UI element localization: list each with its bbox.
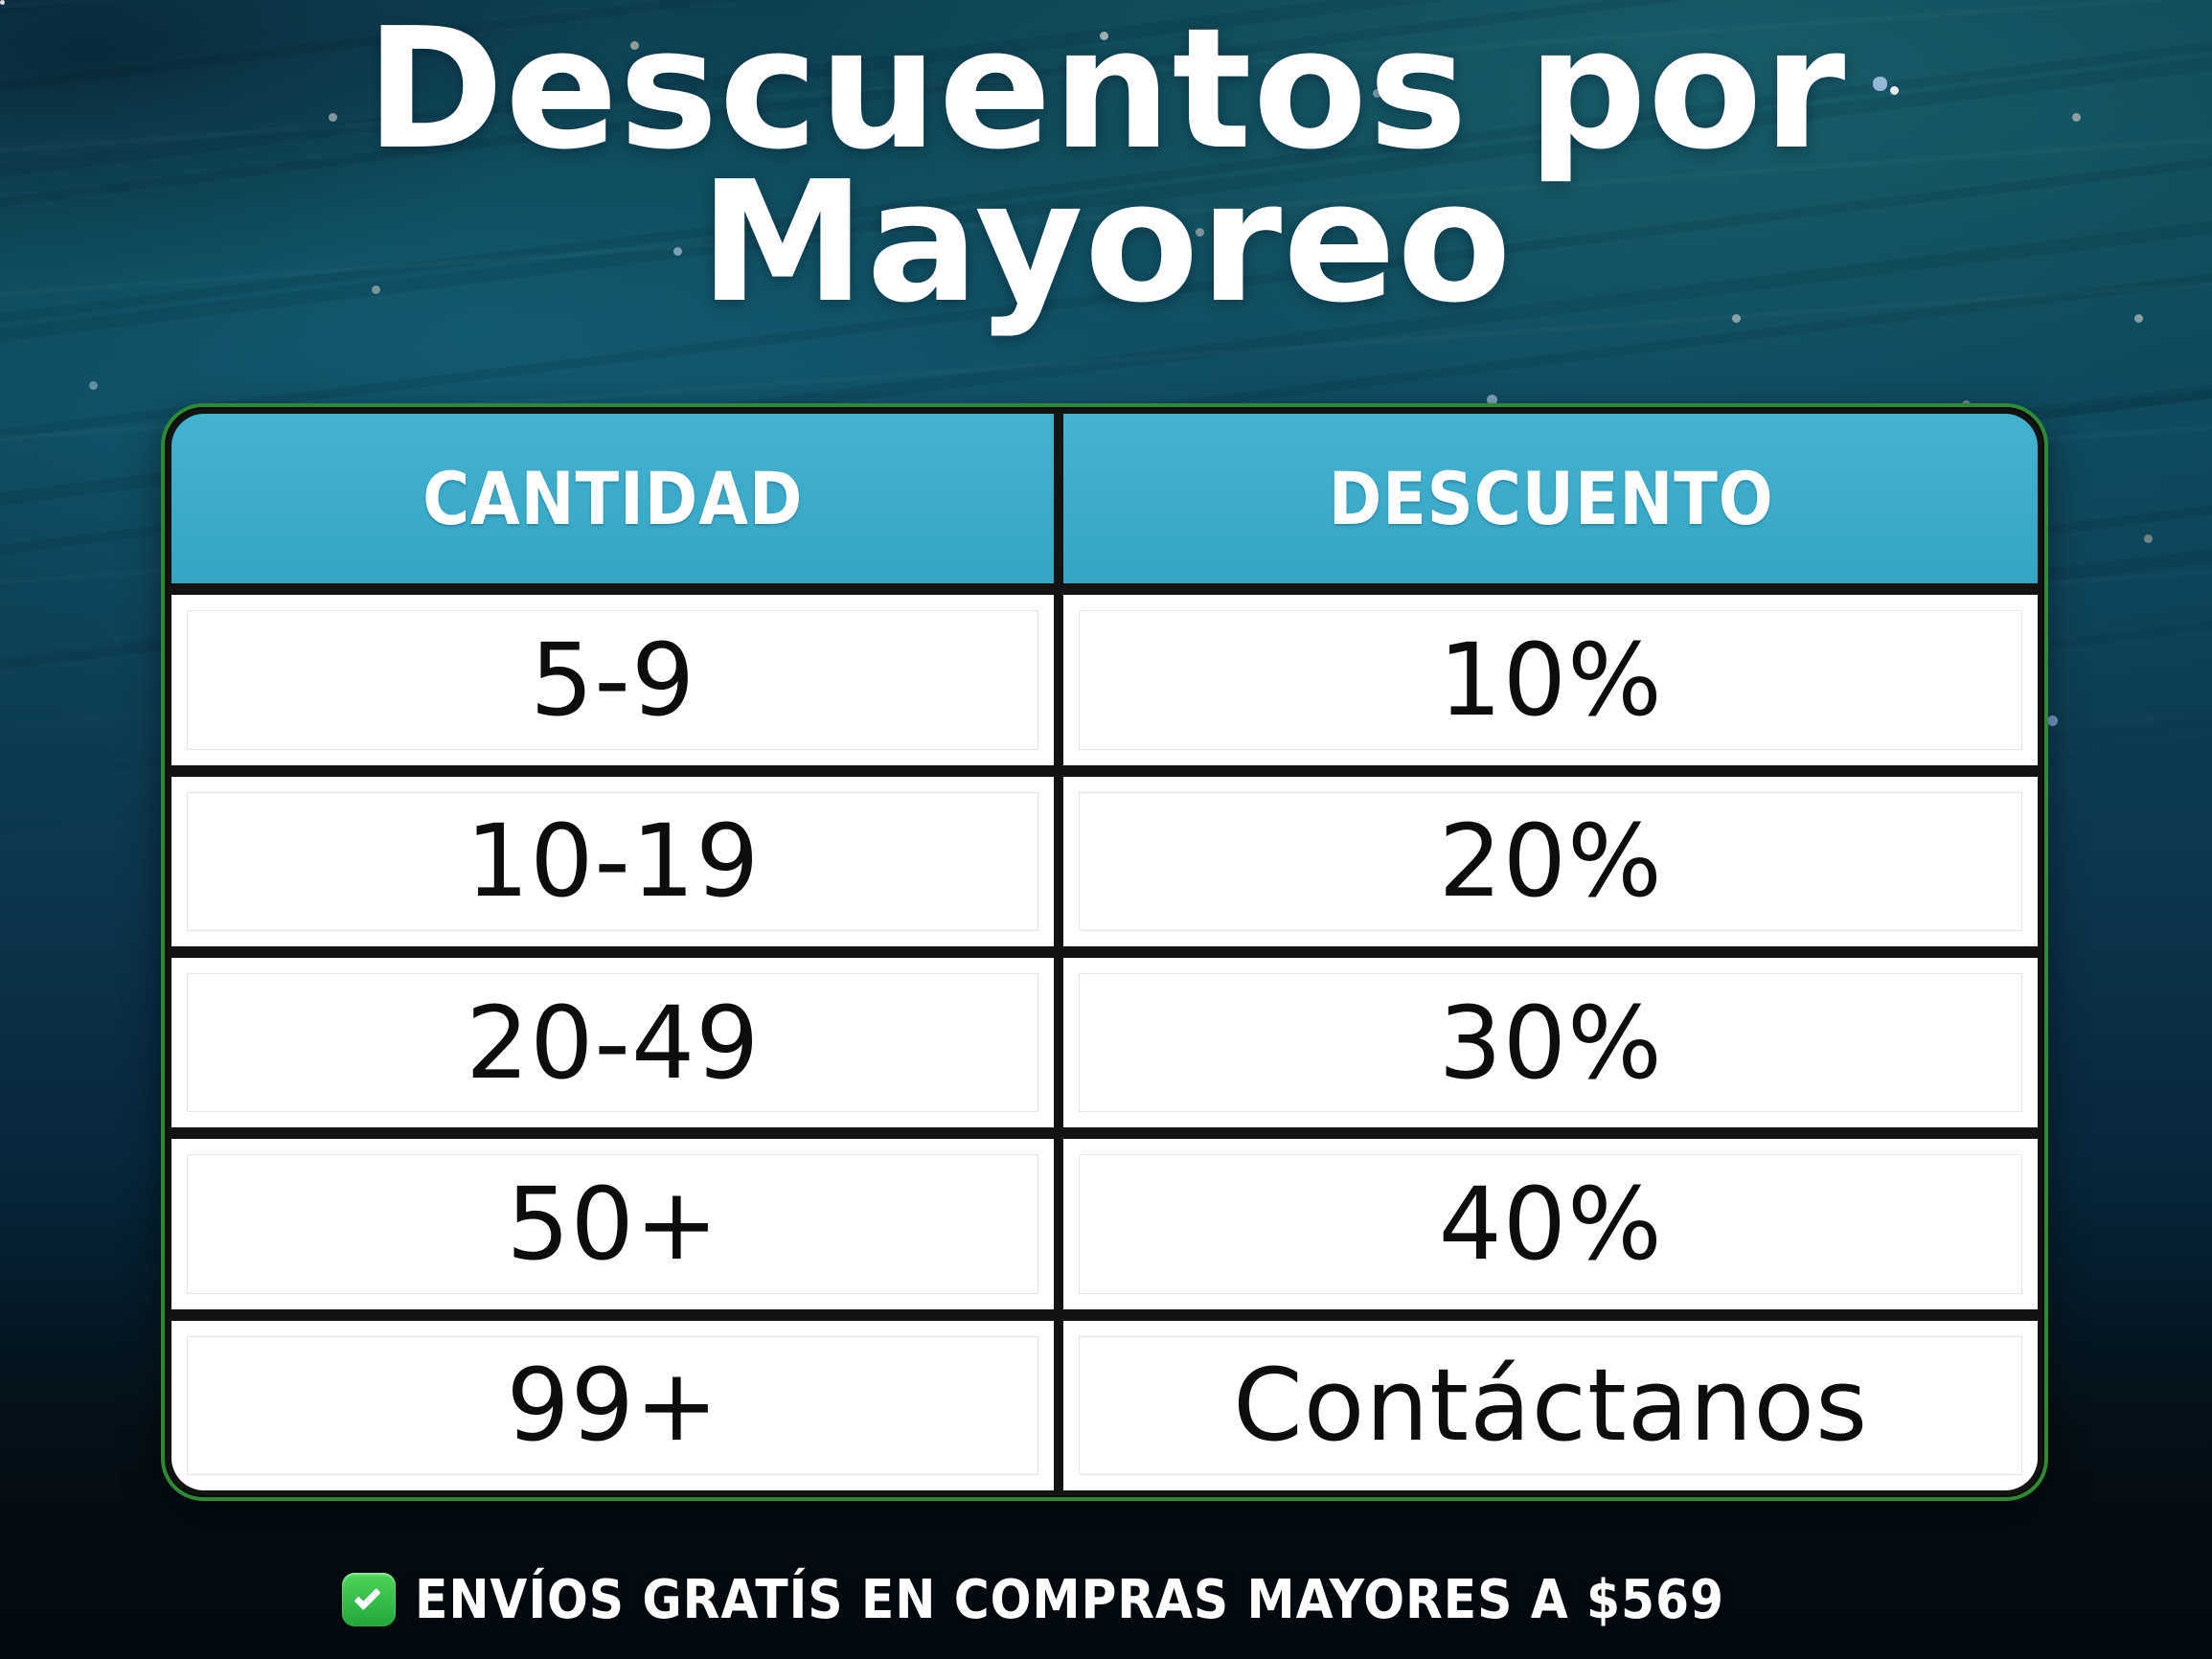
free-shipping-note: ENVÍOS GRATÍS EN COMPRAS MAYORES A $569	[0, 1559, 2212, 1640]
page-title-line2: Mayoreo	[699, 146, 1513, 341]
table-row: 99+ Contáctanos	[171, 1320, 2038, 1490]
underwater-sparkles	[0, 0, 5, 5]
cell-quantity: 20-49	[171, 957, 1055, 1128]
table-row: 20-49 30%	[171, 957, 2038, 1128]
discount-value: Contáctanos	[1233, 1347, 1869, 1465]
discount-value: 10%	[1438, 621, 1663, 739]
column-header-label: DESCUENTO	[1328, 456, 1774, 542]
page-title: Descuentos por Mayoreo	[0, 0, 2212, 341]
check-mark-glyph	[353, 1583, 381, 1611]
table-row: 50+ 40%	[171, 1139, 2038, 1309]
cell-quantity: 10-19	[171, 776, 1055, 946]
column-header-descuento: DESCUENTO	[1063, 414, 2038, 584]
column-header-cantidad: CANTIDAD	[171, 414, 1055, 584]
quantity-value: 50+	[506, 1165, 719, 1283]
quantity-value: 20-49	[466, 984, 761, 1102]
discount-table: CANTIDAD DESCUENTO 5-9 10% 10-19 20%	[161, 403, 2048, 1501]
cell-discount: 30%	[1063, 957, 2038, 1128]
discount-value: 20%	[1438, 803, 1663, 920]
cell-discount: 10%	[1063, 595, 2038, 765]
cell-quantity: 99+	[171, 1320, 1055, 1490]
quantity-value: 10-19	[466, 803, 761, 920]
cell-discount: 20%	[1063, 776, 2038, 946]
free-shipping-text: ENVÍOS GRATÍS EN COMPRAS MAYORES A $569	[415, 1568, 1725, 1631]
cell-quantity: 5-9	[171, 595, 1055, 765]
discount-value: 30%	[1438, 984, 1663, 1102]
table-row: 5-9 10%	[171, 595, 2038, 765]
check-icon	[342, 1573, 397, 1626]
quantity-value: 5-9	[530, 621, 696, 739]
cell-quantity: 50+	[171, 1139, 1055, 1309]
discount-value: 40%	[1438, 1165, 1663, 1283]
cell-discount: 40%	[1063, 1139, 2038, 1309]
page-title-line1: Descuentos por	[365, 0, 1847, 187]
table-header-row: CANTIDAD DESCUENTO	[171, 414, 2038, 584]
table-row: 10-19 20%	[171, 776, 2038, 946]
column-header-label: CANTIDAD	[422, 456, 804, 542]
cell-discount: Contáctanos	[1063, 1320, 2038, 1490]
quantity-value: 99+	[506, 1347, 719, 1465]
